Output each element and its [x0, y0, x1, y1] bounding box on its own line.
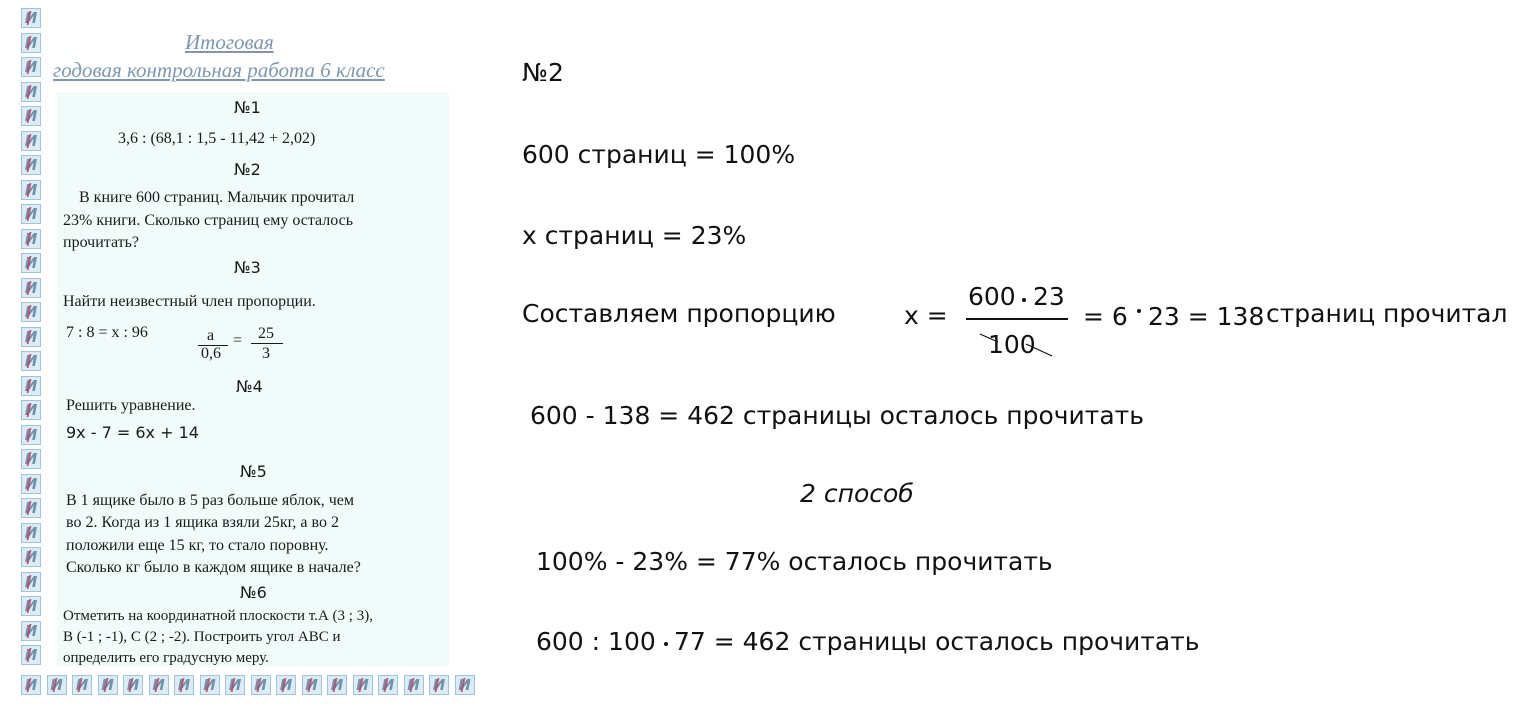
task1-expression: 3,6 : (68,1 : 1,5 - 11,42 + 2,02) [118, 130, 316, 147]
final-line-part2: 77 = 462 страницы осталось прочитать [674, 627, 1200, 656]
decorative-tile-icon: И [21, 620, 41, 641]
decorative-tile-icon: И [21, 57, 41, 77]
task6-line1: Отметить на координатной плоскости т.А (… [63, 608, 373, 624]
task3-equation: 7 : 8 = x : 96 [66, 324, 148, 341]
decorative-tile-icon: И [21, 571, 41, 592]
task5-line3: положили еще 15 кг, то стало поровну. [66, 537, 329, 554]
fraction-bar [966, 318, 1068, 320]
task2-line2: 23% книги. Сколько страниц ему осталось [63, 212, 354, 229]
decorative-tile-icon: И [276, 675, 296, 695]
decorative-tile-icon: И [454, 675, 475, 695]
decorative-tile-icon: И [21, 473, 41, 494]
decorative-tile-icon: И [21, 547, 41, 567]
decorative-tile-icon: И [21, 8, 41, 28]
task3-fraction-b-bar [251, 343, 283, 344]
task3-fraction-a-bar [198, 345, 228, 346]
pages-read-text: страниц прочитал [1266, 299, 1508, 328]
task3-fraction-b-denominator: 3 [262, 345, 270, 362]
decorative-tile-icon: И [21, 302, 41, 322]
task3-fraction-a-denominator: 0,6 [201, 345, 221, 362]
decorative-tile-icon: И [21, 32, 41, 53]
multiply-dot [1022, 298, 1026, 302]
method-two-heading: 2 способ [800, 479, 914, 508]
task3-equals: = [233, 332, 243, 349]
decorative-tile-icon: И [174, 675, 194, 695]
decorative-tile-icon: И [21, 81, 41, 102]
task3-label: №3 [234, 258, 261, 277]
worksheet-panel [57, 92, 449, 666]
decorative-tile-icon: И [21, 179, 41, 200]
worksheet-subtitle: годовая контрольная работа 6 класс [53, 58, 385, 82]
decorative-tile-icon: И [21, 498, 41, 518]
solution-heading: №2 [522, 58, 564, 87]
task6-line2: В (-1 ; -1), С (2 ; -2). Построить угол … [63, 629, 341, 645]
decorative-tile-icon: И [301, 675, 322, 695]
decorative-tile-icon: И [21, 400, 41, 420]
task1-label: №1 [234, 98, 261, 117]
decorative-tile-icon: И [199, 675, 220, 695]
task4-text: Решить уравнение. [66, 397, 196, 414]
decorative-tile-icon: И [97, 675, 118, 695]
decorative-tile-icon: И [21, 424, 41, 445]
decorative-tile-icon: И [21, 106, 41, 126]
decorative-tile-icon: И [21, 596, 41, 616]
decorative-tile-icon: И [327, 675, 347, 695]
task6-line3: определить его градусную меру. [63, 650, 269, 666]
solution-line2: x страниц = 23% [522, 221, 747, 250]
solution-line1: 600 страниц = 100% [522, 140, 796, 169]
decorative-tile-icon: И [21, 253, 41, 273]
decorative-tile-icon: И [21, 449, 41, 469]
cancel-strike-marks [979, 333, 1053, 357]
proportion-label: Составляем пропорцию [522, 299, 836, 328]
decorative-tile-icon: И [378, 675, 398, 695]
decorative-tile-icon: И [21, 228, 41, 249]
multiply-dot-2 [1137, 309, 1141, 313]
task4-label: №4 [236, 377, 263, 396]
task3-text: Найти неизвестный член пропорции. [63, 293, 316, 310]
decorative-tile-icon: И [72, 675, 92, 695]
equals-138: 23 = 138 [1148, 302, 1265, 331]
multiply-dot-3 [664, 642, 668, 646]
decorative-tile-icon: И [352, 675, 373, 695]
percent-remaining-line: 100% - 23% = 77% осталось прочитать [536, 547, 1053, 576]
task5-line1: В 1 ящике было в 5 раз больше яблок, чем [66, 492, 355, 509]
decorative-tile-icon: И [21, 675, 41, 695]
decorative-tile-icon: И [21, 375, 41, 396]
x-equals: x = [904, 301, 948, 330]
decorative-tile-icon: И [250, 675, 271, 695]
decorative-tile-icon: И [21, 326, 41, 347]
task4-equation: 9x - 7 = 6x + 14 [66, 423, 199, 442]
decorative-tile-icon: И [21, 204, 41, 224]
task5-label: №5 [240, 462, 267, 481]
remaining-pages-line: 600 - 138 = 462 страницы осталось прочит… [530, 401, 1144, 430]
decorative-tile-icon: И [225, 675, 245, 695]
task3-fraction-b-numerator: 25 [258, 325, 274, 342]
task6-label: №6 [240, 583, 267, 602]
task2-line3: прочитать? [63, 234, 140, 251]
task5-line4: Сколько кг было в каждом ящике в начале? [66, 559, 361, 576]
task2-label: №2 [234, 160, 261, 179]
fraction-numerator-23: 23 [1033, 282, 1065, 311]
decorative-tile-icon: И [123, 675, 143, 695]
decorative-tile-icon: И [21, 155, 41, 175]
decorative-tile-icon: И [403, 675, 424, 695]
task5-line2: во 2. Когда из 1 ящика взяли 25кг, а во … [66, 514, 339, 531]
task3-fraction-a-numerator: a [207, 327, 215, 344]
decorative-tile-icon: И [21, 522, 41, 543]
fraction-numerator-600: 600 [968, 282, 1016, 311]
decorative-tile-icon: И [21, 351, 41, 371]
decorative-tile-icon: И [21, 130, 41, 151]
decorative-tile-icon: И [21, 645, 41, 665]
final-line-part1: 600 : 100 [536, 627, 656, 656]
decorative-tile-icon: И [21, 277, 41, 298]
equals-six: = 6 [1083, 302, 1128, 331]
worksheet-title: Итоговая [185, 30, 274, 54]
decorative-tile-icon: И [148, 675, 169, 695]
decorative-tile-icon: И [46, 675, 67, 695]
task2-line1: В книге 600 страниц. Мальчик прочитал [79, 189, 355, 206]
decorative-tile-icon: И [429, 675, 449, 695]
